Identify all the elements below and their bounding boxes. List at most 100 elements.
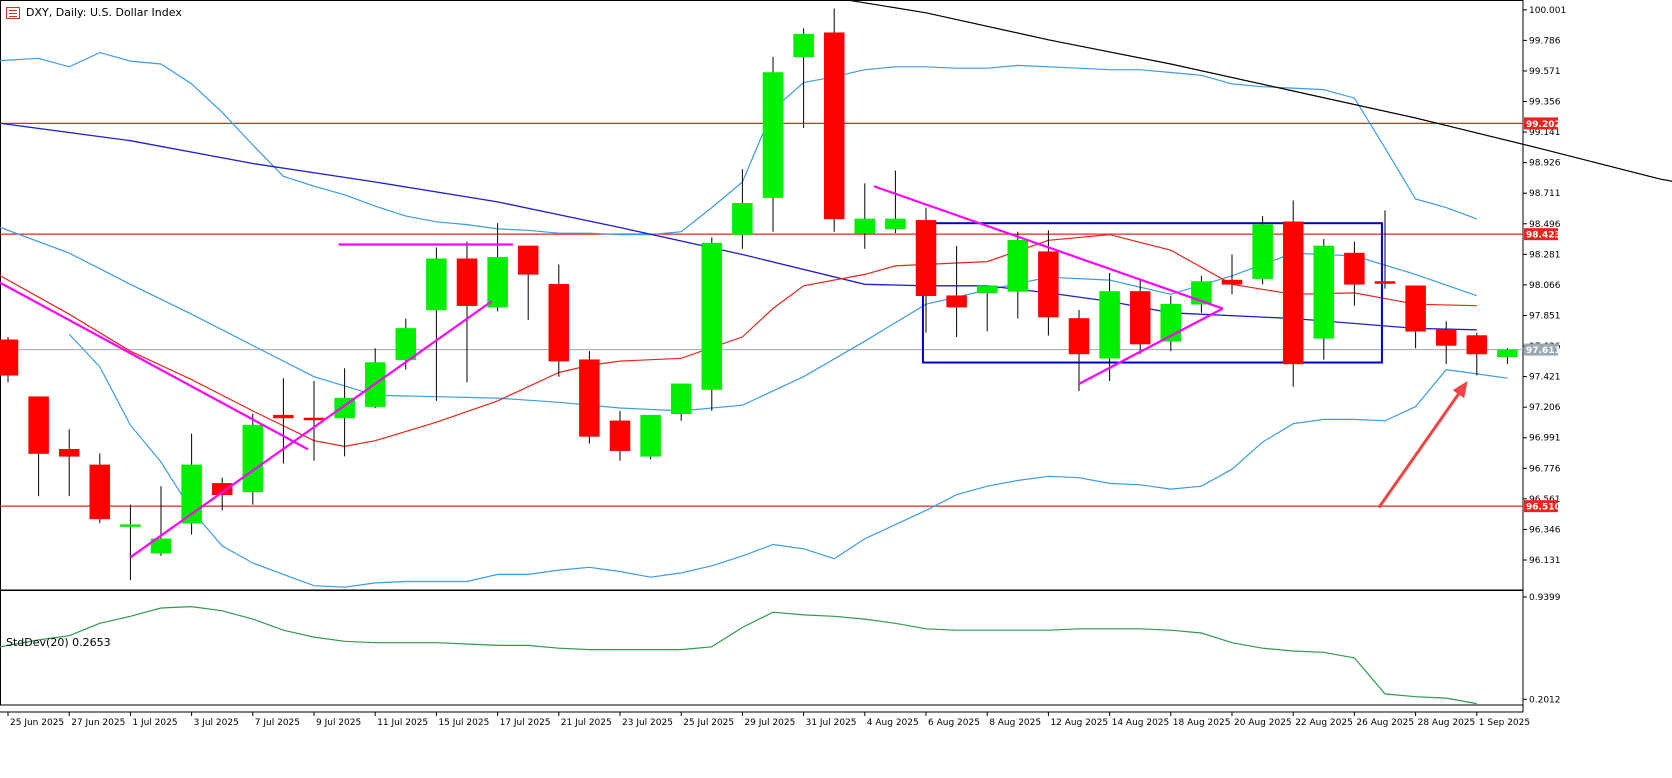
candle-bearish	[1374, 281, 1396, 284]
x-tick-label: 25 Jun 2025	[10, 718, 64, 728]
x-tick-label: 27 Jun 2025	[71, 718, 125, 728]
current-price-tag	[1524, 343, 1558, 356]
x-tick-label: 1 Jul 2025	[132, 718, 177, 728]
y-tick-label: 96.131	[1529, 556, 1561, 566]
candle-bearish	[823, 32, 845, 220]
candle-bullish	[640, 414, 661, 457]
candle-bearish	[517, 245, 539, 275]
candle-bearish	[89, 464, 111, 520]
x-tick-label: 12 Aug 2025	[1050, 718, 1108, 728]
candle-bearish	[456, 258, 478, 306]
candle-bullish	[150, 538, 172, 554]
annotation-arrow-head	[1452, 381, 1468, 399]
candle-bearish	[1435, 329, 1457, 346]
candle-bullish	[670, 383, 692, 414]
trendline	[873, 185, 1224, 310]
x-tick-label: 7 Jul 2025	[255, 718, 300, 728]
chart-menu-icon[interactable]	[6, 6, 20, 19]
candle-bullish	[1252, 224, 1273, 279]
chart-title[interactable]: DXY, Daily: U.S. Dollar Index	[6, 6, 182, 19]
x-tick-label: 17 Jul 2025	[500, 718, 551, 728]
candle-bullish	[426, 258, 447, 311]
y-tick-label: 96.991	[1529, 434, 1561, 444]
x-tick-label: 20 Aug 2025	[1234, 718, 1292, 728]
x-tick-label: 4 Aug 2025	[867, 718, 919, 728]
candle-bullish	[793, 33, 814, 58]
level-price-tag	[1524, 117, 1558, 130]
candle-bearish	[1466, 335, 1488, 355]
y-tick-label: 98.281	[1529, 250, 1561, 260]
candle-bearish	[58, 449, 80, 457]
candle-bullish	[885, 218, 906, 230]
candle-bearish	[211, 483, 233, 495]
level-price-tag	[1524, 500, 1558, 513]
moving-average-red-line	[0, 233, 1477, 448]
candle-bearish	[273, 414, 294, 419]
candle-bullish	[762, 72, 784, 198]
y-tick-label: 99.141	[1529, 128, 1561, 138]
x-tick-label: 3 Jul 2025	[194, 718, 239, 728]
candle-bearish	[915, 220, 937, 296]
y-tick-label: 96.776	[1529, 464, 1561, 474]
y-tick-label: 98.496	[1529, 220, 1561, 230]
y-tick-label: 100.001	[1529, 6, 1566, 16]
candle-bearish	[1129, 291, 1151, 345]
candle-bullish	[395, 328, 417, 360]
x-tick-label: 18 Aug 2025	[1173, 718, 1231, 728]
candle-bullish	[854, 218, 876, 234]
candle-bearish	[1221, 279, 1243, 285]
x-tick-label: 9 Jul 2025	[316, 718, 361, 728]
indicator-label: StdDev(20) 0.2653	[6, 636, 111, 649]
indicator-y-tick-label: 0.2012	[1529, 695, 1561, 705]
level-price-label: 98.423	[1526, 231, 1561, 241]
y-tick-label: 98.926	[1529, 159, 1561, 169]
x-tick-label: 1 Sep 2025	[1479, 718, 1530, 728]
candle-bullish	[487, 257, 508, 308]
x-tick-label: 26 Aug 2025	[1356, 718, 1414, 728]
indicator-plot-frame	[0, 590, 1524, 706]
level-price-label: 99.202	[1526, 120, 1561, 130]
y-tick-label: 97.421	[1529, 373, 1561, 383]
y-tick-label: 98.066	[1529, 281, 1561, 291]
x-tick-label: 6 Aug 2025	[928, 718, 980, 728]
x-tick-label: 25 Jul 2025	[683, 718, 734, 728]
y-tick-label: 99.786	[1529, 36, 1561, 46]
y-tick-label: 97.206	[1529, 403, 1561, 413]
moving-average-black-line	[843, 0, 1672, 182]
candle-bullish	[120, 524, 141, 527]
annotation-arrow-shaft	[1377, 393, 1460, 509]
level-price-tag	[1524, 228, 1558, 241]
candle-bearish	[548, 284, 570, 362]
candle-bearish	[946, 295, 967, 308]
candle-bullish	[732, 203, 753, 235]
trendline	[1078, 307, 1224, 385]
candle-bullish	[701, 242, 723, 390]
indicator-y-tick-label: 0.9399	[1529, 593, 1561, 603]
candle-bullish	[181, 464, 202, 524]
candle-bearish	[1068, 318, 1090, 355]
candle-bearish	[1405, 285, 1426, 332]
x-tick-label: 28 Aug 2025	[1418, 718, 1476, 728]
candle-bearish	[1038, 251, 1059, 318]
trendline	[0, 281, 309, 451]
x-tick-label: 15 Jul 2025	[438, 718, 489, 728]
candle-bearish	[28, 396, 49, 454]
candle-bullish	[1007, 240, 1029, 292]
x-tick-label: 22 Aug 2025	[1295, 718, 1353, 728]
candle-bearish	[303, 417, 325, 421]
candle-bullish	[1497, 349, 1518, 358]
candle-bullish	[1313, 245, 1335, 339]
level-price-label: 96.510	[1526, 503, 1561, 513]
x-tick-label: 31 Jul 2025	[806, 718, 857, 728]
candle-bearish	[0, 339, 19, 376]
candle-bullish	[1099, 291, 1120, 359]
y-tick-label: 99.356	[1529, 98, 1561, 108]
x-tick-label: 14 Aug 2025	[1112, 718, 1170, 728]
y-tick-label: 96.346	[1529, 525, 1561, 535]
y-tick-label: 99.571	[1529, 67, 1561, 77]
candle-bearish	[1344, 252, 1365, 285]
candle-bearish	[579, 359, 600, 437]
y-tick-label: 97.851	[1529, 311, 1561, 321]
